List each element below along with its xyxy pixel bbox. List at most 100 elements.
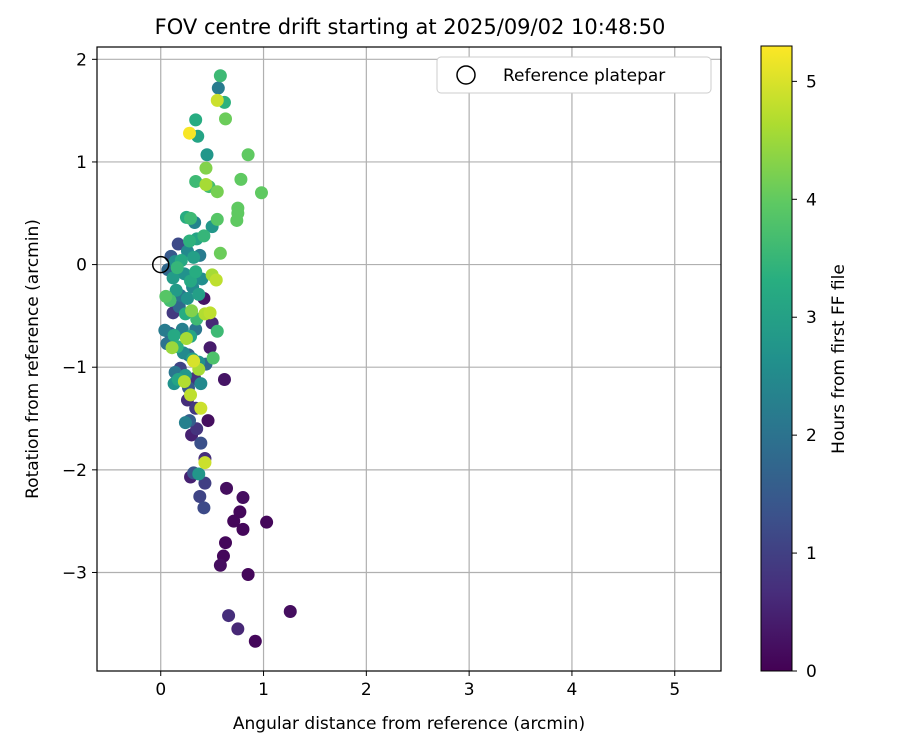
data-point <box>209 273 223 287</box>
data-point <box>233 505 247 519</box>
chart-title: FOV centre drift starting at 2025/09/02 … <box>155 15 666 39</box>
colorbar-frame <box>760 45 793 672</box>
data-point <box>166 271 180 285</box>
data-point <box>227 514 241 528</box>
plot-frame <box>96 46 722 672</box>
data-point <box>165 341 179 355</box>
scatter-points <box>158 69 297 648</box>
y-tick-label: −3 <box>62 563 87 583</box>
y-axis-label: Rotation from reference (arcmin) <box>23 219 43 499</box>
data-point <box>234 172 248 186</box>
x-tick-label: 5 <box>669 680 680 700</box>
data-point <box>210 93 224 107</box>
colorbar: 0 1 2 3 4 5 Hours from first FF file <box>760 45 849 682</box>
y-tick-label: −1 <box>62 358 87 378</box>
data-point <box>210 185 224 199</box>
data-point <box>170 261 184 275</box>
data-point <box>231 622 245 636</box>
x-axis-label: Angular distance from reference (arcmin) <box>233 714 585 734</box>
colorbar-tick-label: 3 <box>806 308 817 328</box>
colorbar-tick-label: 4 <box>806 190 817 210</box>
data-point <box>189 113 203 127</box>
data-point <box>187 250 201 264</box>
data-point <box>178 416 192 430</box>
data-point <box>210 324 224 338</box>
data-point <box>211 81 225 95</box>
data-point <box>241 568 255 582</box>
data-point <box>198 476 212 490</box>
data-point <box>183 126 197 140</box>
legend-box <box>436 56 712 94</box>
y-tick-label: 2 <box>76 50 87 70</box>
data-point <box>193 490 207 504</box>
data-point <box>189 174 203 188</box>
x-tick-label: 2 <box>361 680 372 700</box>
data-point <box>197 501 211 515</box>
data-point <box>179 331 193 345</box>
x-tick-label: 4 <box>567 680 578 700</box>
data-point <box>219 536 233 550</box>
data-point <box>167 328 181 342</box>
reference-platepar-marker <box>151 255 170 274</box>
data-point <box>184 211 198 225</box>
data-point <box>236 522 250 536</box>
data-point <box>203 341 217 355</box>
y-tick-label: 0 <box>76 256 87 276</box>
data-point <box>200 148 214 162</box>
data-point <box>187 354 201 368</box>
colorbar-ticks: 0 1 2 3 4 5 <box>792 72 817 682</box>
plot-area: 0 1 2 3 4 5 −3 −2 −1 0 1 2 <box>62 46 722 700</box>
data-point <box>192 467 206 481</box>
data-point <box>184 388 198 402</box>
data-point <box>194 436 208 450</box>
data-point <box>213 246 227 260</box>
colorbar-tick-label: 2 <box>806 426 817 446</box>
legend-marker-icon <box>456 65 476 85</box>
y-tick-label: 1 <box>76 153 87 173</box>
data-point <box>213 69 227 83</box>
x-axis-ticks: 0 1 2 3 4 5 <box>155 671 680 700</box>
legend: Reference platepar <box>436 56 712 94</box>
legend-label-reference: Reference platepar <box>503 66 665 86</box>
data-point <box>248 634 262 648</box>
data-point <box>213 558 227 572</box>
data-point <box>241 148 255 162</box>
data-point <box>236 491 250 505</box>
data-point <box>260 515 274 529</box>
data-point <box>220 481 234 495</box>
data-point <box>219 112 233 126</box>
data-point <box>199 161 213 175</box>
data-point <box>171 237 185 251</box>
data-point <box>222 609 236 623</box>
data-point <box>194 377 208 391</box>
data-point <box>217 373 231 387</box>
data-point <box>199 178 213 192</box>
x-tick-label: 0 <box>155 680 166 700</box>
colorbar-gradient <box>761 46 792 671</box>
data-point <box>180 291 194 305</box>
x-tick-label: 1 <box>258 680 269 700</box>
data-point <box>210 212 224 226</box>
colorbar-tick-label: 5 <box>806 72 817 92</box>
data-point <box>194 401 208 415</box>
colorbar-label: Hours from first FF file <box>829 264 849 454</box>
data-point <box>169 283 183 297</box>
data-point <box>177 375 191 389</box>
data-point <box>203 306 217 320</box>
data-point <box>159 289 173 303</box>
data-point <box>192 287 206 301</box>
data-point <box>198 456 212 470</box>
data-point <box>254 186 268 200</box>
colorbar-tick-label: 0 <box>806 662 817 682</box>
data-point <box>189 265 203 279</box>
y-axis-ticks: −3 −2 −1 0 1 2 <box>62 50 97 583</box>
colorbar-tick-label: 1 <box>806 544 817 564</box>
x-tick-label: 3 <box>464 680 475 700</box>
data-point <box>230 213 244 227</box>
data-point <box>185 304 199 318</box>
y-tick-label: −2 <box>62 461 87 481</box>
data-point <box>283 604 297 618</box>
data-point <box>201 414 215 428</box>
data-point <box>197 229 211 243</box>
